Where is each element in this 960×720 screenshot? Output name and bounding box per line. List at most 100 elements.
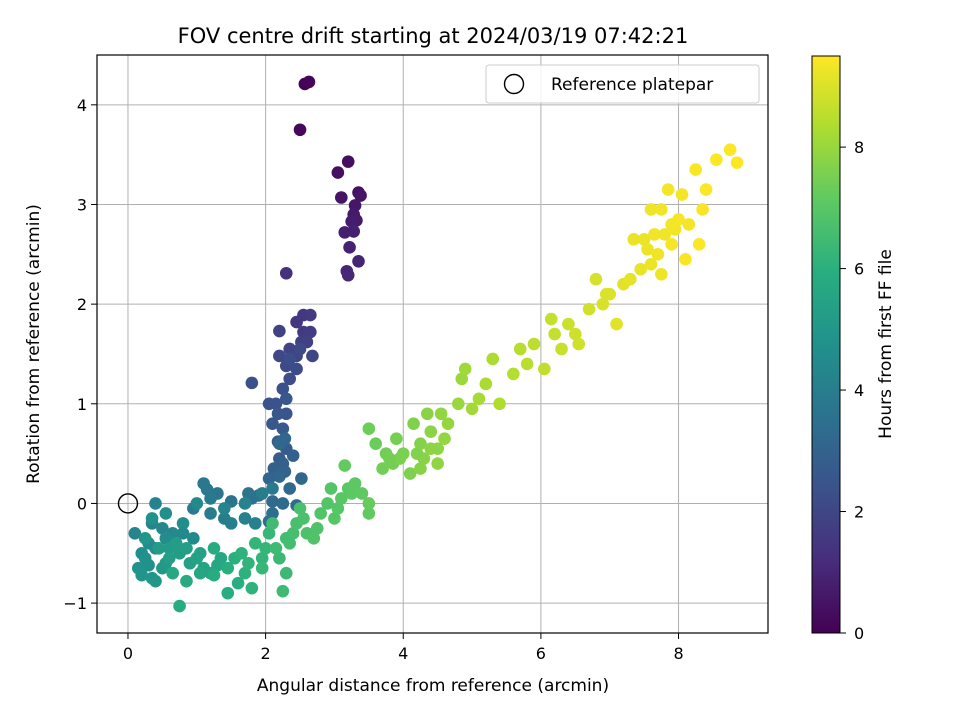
data-point xyxy=(190,497,204,510)
data-point xyxy=(293,502,307,515)
data-point xyxy=(362,507,376,520)
data-point xyxy=(658,228,672,241)
data-point xyxy=(306,349,319,363)
data-point xyxy=(307,532,321,545)
data-point xyxy=(348,477,362,490)
data-point xyxy=(665,238,678,251)
data-point xyxy=(335,492,348,505)
legend-label: Reference platepar xyxy=(551,75,713,95)
data-point xyxy=(648,228,661,241)
data-point xyxy=(245,581,259,595)
plot-frame xyxy=(96,54,769,634)
data-point xyxy=(452,397,465,411)
data-point xyxy=(421,407,434,421)
data-point xyxy=(507,367,520,381)
data-point xyxy=(245,376,259,390)
data-point xyxy=(286,449,300,462)
data-point xyxy=(710,153,723,166)
data-point xyxy=(218,502,231,515)
data-point xyxy=(324,482,338,495)
data-point xyxy=(187,532,200,545)
reference-marker-layer xyxy=(117,493,139,514)
data-point xyxy=(675,188,689,201)
y-axis-ticks: −1 0 1 2 3 4 xyxy=(63,96,97,613)
data-point xyxy=(242,487,255,500)
data-point xyxy=(410,447,424,460)
data-point xyxy=(231,576,245,590)
data-point xyxy=(403,467,417,480)
data-point xyxy=(286,527,300,540)
data-point xyxy=(224,517,238,530)
data-point xyxy=(347,225,361,238)
data-point xyxy=(238,566,252,580)
data-point xyxy=(520,357,534,371)
data-point xyxy=(176,527,190,540)
data-point xyxy=(273,349,286,363)
data-point xyxy=(555,342,568,356)
data-point xyxy=(266,417,279,431)
data-point xyxy=(276,422,290,436)
grid xyxy=(97,55,768,633)
data-point xyxy=(661,183,675,196)
y-tick-label: −1 xyxy=(63,594,87,613)
data-point xyxy=(255,487,269,500)
chart-title: FOV centre drift starting at 2024/03/19 … xyxy=(178,24,689,48)
data-point xyxy=(637,233,651,246)
data-point xyxy=(242,556,255,570)
data-point xyxy=(441,417,455,431)
data-point xyxy=(458,362,472,376)
data-point xyxy=(248,517,262,530)
data-point xyxy=(569,327,582,341)
data-point xyxy=(665,218,678,231)
data-point xyxy=(128,527,142,540)
data-point xyxy=(283,537,296,550)
data-point xyxy=(362,497,376,510)
data-point xyxy=(331,502,345,515)
data-point xyxy=(689,163,703,176)
data-point xyxy=(276,497,290,510)
x-tick-label: 4 xyxy=(398,644,408,663)
data-point xyxy=(345,215,358,228)
legend: Reference platepar xyxy=(485,64,760,104)
data-point xyxy=(596,297,610,311)
data-point xyxy=(279,266,293,280)
data-point xyxy=(424,425,438,438)
data-point xyxy=(273,470,286,483)
data-point xyxy=(345,487,358,500)
data-point xyxy=(207,568,221,582)
data-point xyxy=(197,477,210,490)
data-point xyxy=(193,566,207,580)
y-tick-label: 4 xyxy=(77,96,87,115)
data-point xyxy=(273,551,286,565)
data-point xyxy=(331,166,345,179)
data-point xyxy=(699,183,713,196)
data-point xyxy=(472,392,486,406)
data-point xyxy=(527,337,541,351)
data-point xyxy=(293,123,307,137)
data-point xyxy=(278,432,292,445)
data-point xyxy=(159,532,173,545)
data-point xyxy=(149,497,162,510)
x-tick-label: 8 xyxy=(673,644,683,663)
data-point xyxy=(465,402,479,416)
x-tick-label: 6 xyxy=(536,644,546,663)
data-point xyxy=(610,317,623,331)
data-point xyxy=(166,566,180,580)
data-point xyxy=(235,546,248,560)
data-point xyxy=(572,337,586,351)
reference-platepar-marker xyxy=(117,493,139,514)
y-axis-label: Rotation from reference (arcmin) xyxy=(24,204,44,484)
data-point xyxy=(321,497,334,510)
data-point xyxy=(354,189,367,202)
data-point xyxy=(434,407,448,421)
data-point xyxy=(369,437,383,450)
data-point xyxy=(627,233,641,246)
data-point xyxy=(135,568,149,582)
data-point xyxy=(214,551,228,565)
data-point xyxy=(641,243,654,256)
colorbar-tick-label: 0 xyxy=(854,624,864,643)
data-point xyxy=(273,324,286,338)
data-point xyxy=(651,248,665,261)
data-point xyxy=(293,342,307,356)
data-point xyxy=(169,537,183,550)
